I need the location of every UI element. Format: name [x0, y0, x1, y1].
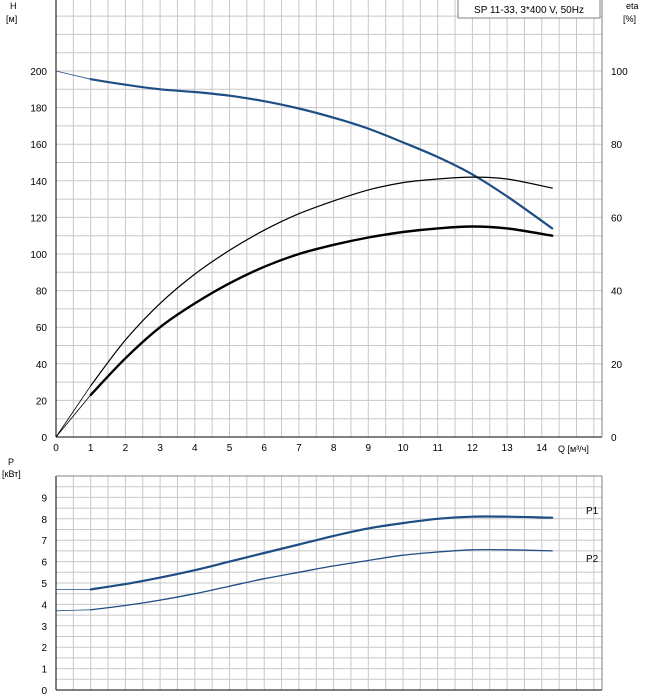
- head-axis-unit: [м]: [6, 14, 17, 24]
- x-tick-label: 1: [88, 443, 94, 454]
- x-tick-label: 0: [53, 443, 59, 454]
- eta-tick-label: 80: [611, 140, 623, 151]
- x-tick-label: 11: [433, 443, 444, 454]
- head-tick-label: 0: [41, 433, 47, 444]
- x-tick-label: 13: [502, 443, 514, 454]
- head-curve-extrapolated: [55, 70, 91, 80]
- eta-tick-label: 60: [611, 213, 623, 224]
- power-tick-label: 3: [41, 622, 47, 633]
- head-tick-label: 200: [30, 67, 47, 78]
- head-tick-label: 160: [30, 140, 47, 151]
- eta-tick-label: 40: [611, 287, 623, 298]
- head-tick-label: 120: [30, 213, 47, 224]
- head-grid: [55, 0, 603, 438]
- power-tick-label: 0: [41, 686, 47, 697]
- power-tick-label: 4: [41, 600, 47, 611]
- power-axis-label: P: [8, 457, 14, 467]
- x-tick-label: 14: [536, 443, 548, 454]
- eta-axis-label: eta: [626, 1, 639, 11]
- eta-axis-unit: [%]: [623, 14, 636, 24]
- head-tick-label: 80: [36, 287, 48, 298]
- tick-labels: 0 1 2 3 4 5 6 7 8 9 10 11 12 13 1402040608010012014016…: [30, 67, 628, 697]
- head-tick-label: 100: [30, 250, 47, 261]
- head-tick-label: 60: [36, 323, 48, 334]
- head-tick-label: 40: [36, 360, 48, 371]
- series-label-p2: P2: [586, 554, 599, 565]
- x-tick-label: 8: [331, 443, 337, 454]
- series-label-p1: P1: [586, 506, 599, 517]
- x-tick-label: 3: [157, 443, 163, 454]
- head-tick-label: 140: [30, 177, 47, 188]
- power-tick-label: 6: [41, 558, 47, 569]
- x-tick-label: 12: [467, 443, 479, 454]
- power-tick-label: 8: [41, 515, 47, 526]
- x-tick-label: 4: [192, 443, 198, 454]
- power-tick-label: 9: [41, 493, 47, 504]
- power-curve-p2: [90, 548, 553, 611]
- x-tick-label: 5: [227, 443, 233, 454]
- eta-curve-lower-extrapolated: [55, 394, 92, 438]
- power-tick-label: 1: [41, 665, 47, 676]
- head-curve: [89, 78, 554, 230]
- eta-curve-lower: [89, 225, 554, 397]
- eta-tick-label: 20: [611, 360, 623, 371]
- flow-axis-label: Q [м³/ч]: [558, 444, 589, 454]
- curves: [55, 70, 554, 612]
- power-axis-unit: [кВт]: [2, 469, 21, 479]
- head-tick-label: 20: [36, 396, 48, 407]
- head-axis-label: H: [10, 1, 17, 11]
- head-tick-label: 180: [30, 104, 47, 115]
- eta-tick-label: 0: [611, 433, 617, 444]
- x-tick-label: 10: [397, 443, 409, 454]
- eta-curve-upper: [90, 176, 553, 387]
- power-curve-p1: [89, 515, 554, 591]
- x-tick-label: 9: [366, 443, 372, 454]
- power-tick-label: 2: [41, 643, 47, 654]
- power-tick-label: 7: [41, 536, 47, 547]
- power-tick-label: 5: [41, 579, 47, 590]
- power-grid: [55, 475, 603, 691]
- x-tick-label: 7: [296, 443, 302, 454]
- power-curve-p2-extrapolated: [55, 609, 91, 612]
- eta-tick-label: 100: [611, 67, 628, 78]
- chart-title: SP 11-33, 3*400 V, 50Hz: [474, 5, 584, 16]
- title-box: [457, 0, 601, 19]
- x-tick-label: 2: [123, 443, 129, 454]
- x-tick-label: 6: [261, 443, 267, 454]
